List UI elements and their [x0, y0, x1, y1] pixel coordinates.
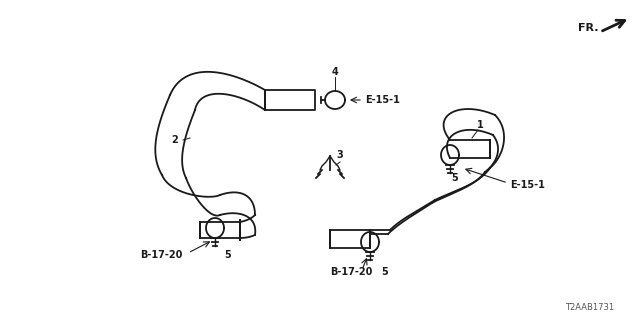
Text: 3: 3: [337, 150, 344, 160]
Text: E-15-1: E-15-1: [365, 95, 400, 105]
Text: B-17-20: B-17-20: [330, 267, 372, 277]
Text: E-15-1: E-15-1: [510, 180, 545, 190]
Text: T2AAB1731: T2AAB1731: [565, 302, 614, 311]
Text: 1: 1: [477, 120, 483, 130]
Text: 5: 5: [225, 250, 232, 260]
Text: FR.: FR.: [578, 23, 598, 33]
Text: 5: 5: [452, 173, 458, 183]
Text: B-17-20: B-17-20: [140, 250, 182, 260]
Text: 2: 2: [172, 135, 179, 145]
Text: 4: 4: [332, 67, 339, 77]
Text: 5: 5: [381, 267, 388, 277]
